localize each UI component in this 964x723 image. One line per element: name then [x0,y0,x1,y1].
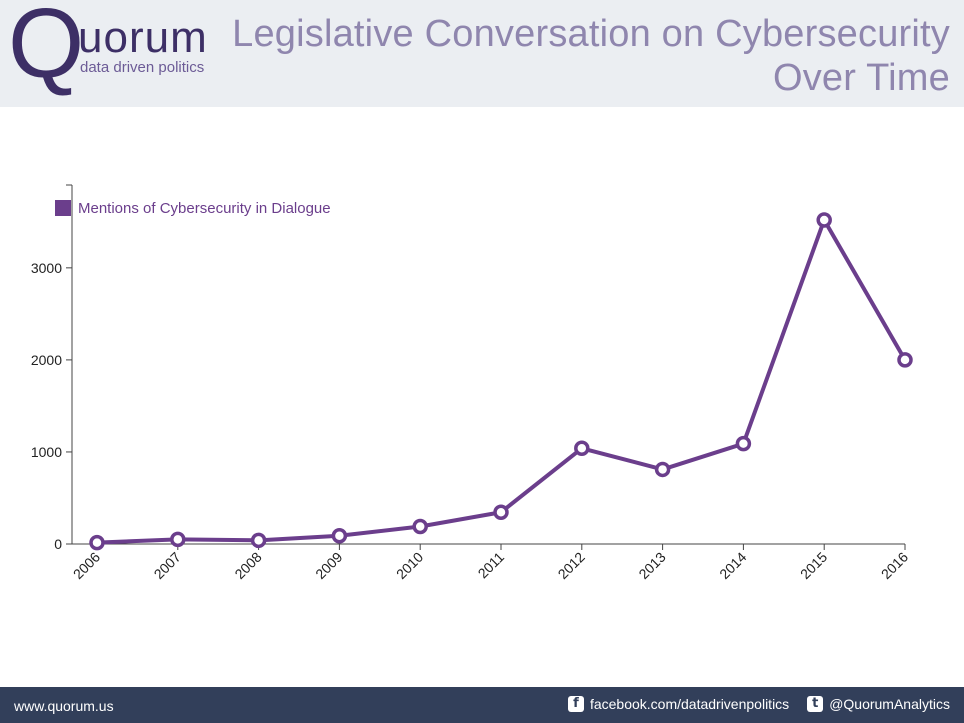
data-point [816,212,832,228]
page-title-line2: Over Time [772,57,950,99]
data-point [170,531,186,548]
line-chart: 0 1000 2000 3000 2006 2007 2008 2009 2010 2011 201… [31,184,913,582]
legend-label: Mentions of Cybersecurity in Dialogue [78,200,331,217]
logo-tagline: data driven politics [80,59,205,76]
y-tick-label: 1000 [31,444,62,460]
logo-wordmark: uorum [78,13,208,62]
x-tick-label: 2007 [151,549,184,582]
website-link[interactable]: www.quorum.us [14,698,114,714]
data-point [897,352,913,368]
y-tick-label: 0 [54,536,62,552]
page-title-line1: Legislative Conversation on Cybersecurit… [232,13,950,55]
footer: www.quorum.us f facebook.com/datadrivenp… [0,687,964,723]
legend-swatch [55,200,71,216]
data-point [574,440,590,457]
twitter-icon: t [807,696,824,712]
data-point [654,461,671,478]
x-tick-label: 2010 [393,549,426,582]
x-tick-label: 2008 [231,549,264,582]
series-line [95,217,907,545]
x-tick-label: 2014 [716,549,749,582]
logo-letter: Q [8,0,85,98]
data-point [331,527,348,544]
x-tick-label: 2015 [797,549,830,582]
x-tick-label: 2016 [878,549,911,582]
data-point [735,435,752,452]
header: Q uorum data driven politics Legislative… [0,0,964,107]
x-tick-label: 2006 [70,549,103,582]
data-point [89,534,105,551]
facebook-link[interactable]: facebook.com/datadrivenpolitics [589,696,790,712]
social-links: f facebook.com/datadrivenpolitics t @Quo… [567,696,950,712]
data-point [493,504,509,520]
y-tick-label: 3000 [31,260,62,276]
facebook-icon: f [567,696,584,712]
data-point [412,518,428,535]
x-tick-label: 2013 [635,549,668,582]
data-point [250,532,267,549]
x-tick-label: 2009 [312,549,345,582]
x-tick-label: 2011 [475,549,508,582]
twitter-link[interactable]: @QuorumAnalytics [829,696,950,712]
chart-area: 0 1000 2000 3000 2006 2007 2008 2009 2010 2011 201… [0,107,964,687]
x-tick-label: 2012 [555,549,588,582]
y-tick-label: 2000 [31,352,62,368]
page-title: Legislative Conversation on Cybersecurit… [230,12,950,100]
